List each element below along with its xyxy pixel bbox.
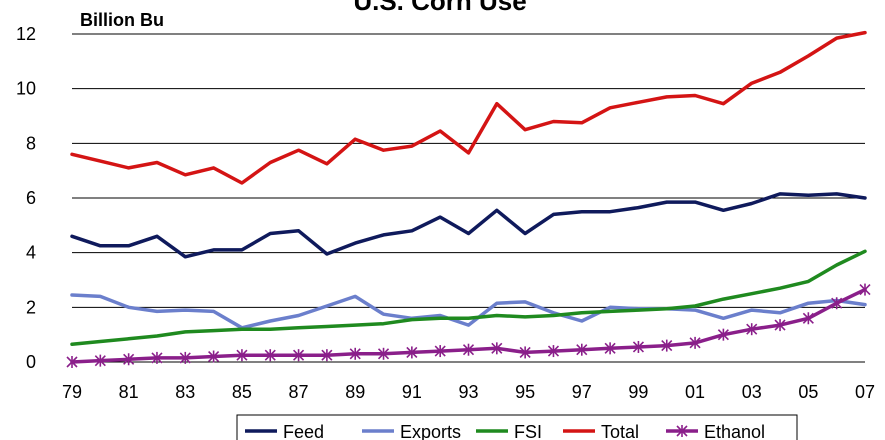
- data-point-ethanol: [321, 349, 333, 362]
- data-point-ethanol: [604, 342, 616, 355]
- data-point-ethanol: [293, 349, 305, 362]
- data-point-ethanol: [377, 347, 390, 360]
- y-tick-label: 0: [26, 352, 36, 372]
- legend-label-ethanol: Ethanol: [704, 422, 765, 440]
- x-tick-label: 05: [798, 382, 818, 402]
- legend-marker-ethanol: [676, 425, 688, 437]
- data-point-ethanol: [264, 349, 276, 362]
- data-point-ethanol: [406, 346, 418, 359]
- x-tick-label: 03: [742, 382, 762, 402]
- series-line-feed: [70, 192, 867, 259]
- x-tick-label: 01: [685, 382, 705, 402]
- x-tick-label: 95: [515, 382, 535, 402]
- data-point-ethanol: [632, 340, 644, 353]
- y-axis-ticks: 0 2 4 6 8 10 12: [16, 24, 36, 372]
- x-tick-label: 81: [119, 382, 139, 402]
- data-point-ethanol: [576, 343, 588, 356]
- data-point-ethanol: [434, 345, 446, 358]
- data-point-ethanol: [831, 297, 843, 310]
- x-tick-label: 99: [628, 382, 648, 402]
- series-line-total: [70, 30, 867, 185]
- y-tick-label: 12: [16, 24, 36, 44]
- data-point-ethanol: [179, 351, 191, 364]
- legend-label-total: Total: [601, 422, 639, 440]
- y-unit-label: Billion Bu: [80, 10, 164, 30]
- x-axis-ticks: 79 81 83 85 87 89 91 93 95 97 99 01 03 05 07: [62, 382, 875, 402]
- series-line-exports: [70, 293, 867, 330]
- series-lines: [66, 30, 871, 368]
- data-point-ethanol: [547, 345, 560, 358]
- chart-title: U.S. Corn Use: [353, 0, 526, 16]
- y-tick-label: 8: [26, 133, 36, 153]
- data-point-ethanol: [66, 356, 78, 368]
- data-point-ethanol: [208, 350, 220, 363]
- legend-label-feed: Feed: [283, 422, 324, 440]
- x-tick-label: 83: [175, 382, 195, 402]
- series-line-fsi: [70, 249, 867, 346]
- x-tick-label: 07: [855, 382, 875, 402]
- legend: Feed Exports FSI Total Ethanol: [236, 414, 798, 440]
- data-point-ethanol: [661, 339, 673, 352]
- y-tick-label: 4: [26, 243, 36, 263]
- data-point-ethanol: [491, 342, 503, 355]
- x-tick-label: 89: [345, 382, 365, 402]
- legend-label-fsi: FSI: [514, 422, 542, 440]
- y-tick-label: 2: [26, 297, 36, 317]
- y-tick-label: 6: [26, 188, 36, 208]
- x-tick-label: 79: [62, 382, 82, 402]
- data-point-ethanol: [859, 283, 871, 296]
- data-point-ethanol: [689, 336, 701, 349]
- x-tick-label: 91: [402, 382, 422, 402]
- data-point-ethanol: [717, 328, 729, 341]
- data-point-ethanol: [746, 323, 758, 336]
- legend-label-exports: Exports: [400, 422, 461, 440]
- data-point-ethanol: [151, 351, 163, 364]
- x-tick-label: 87: [289, 382, 309, 402]
- data-point-ethanol: [802, 312, 814, 325]
- x-tick-label: 93: [458, 382, 478, 402]
- data-point-ethanol: [94, 354, 106, 367]
- data-point-ethanol: [774, 319, 786, 332]
- x-tick-label: 97: [572, 382, 592, 402]
- x-tick-label: 85: [232, 382, 252, 402]
- data-point-ethanol: [519, 346, 531, 359]
- data-point-ethanol: [123, 353, 135, 366]
- data-point-ethanol: [462, 343, 475, 356]
- data-point-ethanol: [236, 349, 248, 362]
- legend-box: [236, 414, 798, 440]
- data-point-ethanol: [349, 347, 361, 360]
- y-tick-label: 10: [16, 79, 36, 99]
